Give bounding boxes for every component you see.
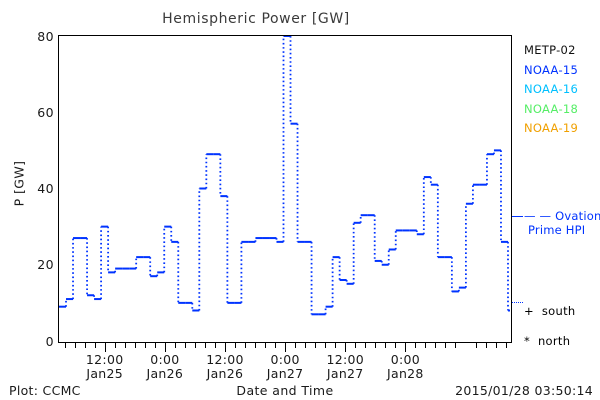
x-axis-tick-labels: 12:00 Jan25 0:00 Jan26 12:00 Jan26 0:00 Jan27 12… <box>0 353 600 385</box>
x-tick-minor <box>455 343 457 348</box>
x-tick-minor <box>435 343 437 348</box>
x-tick-major-2 <box>224 343 226 352</box>
x-tick-minor <box>84 343 86 348</box>
y-tick-label-80: 80 <box>37 28 54 44</box>
legend-marker-glyph-south: + <box>524 304 542 318</box>
x-tick-minor <box>365 343 367 348</box>
x-tick-minor <box>485 343 487 348</box>
x-tick-minor <box>275 343 277 348</box>
y-tick-label-60: 60 <box>37 104 54 120</box>
legend-ovation-line-2: Prime HPI <box>528 223 586 237</box>
y-tick-label-0: 0 <box>45 333 54 349</box>
x-tick-minor <box>375 343 377 348</box>
x-tick-minor <box>265 343 267 348</box>
x-tick-time-3: 0:00 <box>270 352 300 367</box>
x-tick-minor <box>415 343 417 348</box>
x-tick-major-3 <box>285 343 287 352</box>
x-tick-major-4 <box>345 343 347 352</box>
x-tick-label-5: 0:00 Jan28 <box>365 353 445 380</box>
x-tick-minor <box>214 343 216 348</box>
legend-ovation-prime-hpi: — — Ovation Prime HPI <box>524 209 600 237</box>
plot-credit: Plot: CCMC <box>9 383 81 398</box>
x-tick-minor <box>194 343 196 348</box>
x-tick-minor <box>425 343 427 348</box>
x-tick-major-5 <box>405 343 407 352</box>
x-tick-minor <box>124 343 126 348</box>
x-tick-time-4: 12:00 <box>326 352 364 367</box>
ovation-level-stub-upper <box>512 216 523 217</box>
x-tick-minor <box>295 343 297 348</box>
legend-item-noaa-16[interactable]: NOAA-16 <box>524 82 579 96</box>
legend-hemisphere-markers: + south * north <box>524 296 600 356</box>
x-tick-minor <box>325 343 327 348</box>
x-tick-time-5: 0:00 <box>390 352 420 367</box>
legend-satellites: METP-02 NOAA-15 NOAA-16 NOAA-18 NOAA-19 <box>524 41 600 139</box>
x-tick-major-1 <box>164 343 166 352</box>
legend-ovation-dash: — — <box>524 209 552 223</box>
x-tick-minor <box>245 343 246 348</box>
x-tick-time-1: 0:00 <box>150 352 180 367</box>
x-tick-label-2: 12:00 Jan26 <box>185 353 265 380</box>
x-tick-minor <box>154 343 156 348</box>
legend-item-metp-02[interactable]: METP-02 <box>524 43 576 57</box>
legend-marker-south[interactable]: + south <box>524 296 600 326</box>
x-tick-minor <box>385 343 387 348</box>
x-tick-date-4: Jan27 <box>326 365 364 381</box>
x-tick-time-2: 12:00 <box>206 352 244 367</box>
x-tick-minor <box>74 343 76 348</box>
x-tick-minor <box>315 343 317 348</box>
x-tick-minor <box>495 343 497 348</box>
legend-ovation-label-1: Ovation <box>555 209 600 223</box>
x-tick-label-4: 12:00 Jan27 <box>305 353 385 380</box>
plot-timestamp: 2015/01/28 03:50:14 <box>455 383 593 398</box>
plot-frame <box>58 35 512 343</box>
x-axis-label: Date and Time <box>236 383 334 398</box>
legend-marker-label-south: south <box>541 304 576 318</box>
x-tick-date-3: Jan27 <box>266 365 304 381</box>
x-tick-minor <box>255 343 257 348</box>
x-tick-minor <box>174 343 176 348</box>
x-tick-minor <box>445 343 447 348</box>
legend-marker-label-north: north <box>537 334 571 348</box>
x-tick-date-0: Jan25 <box>86 365 124 381</box>
x-tick-minor <box>114 343 116 348</box>
x-tick-minor <box>64 343 66 348</box>
page-title: Hemispheric Power [GW] <box>162 11 350 27</box>
x-tick-date-2: Jan26 <box>206 365 244 381</box>
x-tick-date-1: Jan26 <box>146 365 184 381</box>
x-tick-label-3: 0:00 Jan27 <box>245 353 325 380</box>
x-tick-minor <box>144 343 146 348</box>
legend-item-noaa-15[interactable]: NOAA-15 <box>524 62 579 77</box>
legend-marker-glyph-north: * <box>524 334 538 348</box>
y-tick-label-20: 20 <box>37 257 54 273</box>
legend-ovation-line-1: — — Ovation <box>524 209 600 223</box>
series-noaa-15-line <box>59 36 510 316</box>
x-tick-label-0: 12:00 Jan25 <box>65 353 145 380</box>
x-tick-minor <box>475 343 477 348</box>
x-tick-minor <box>395 343 397 348</box>
legend-item-noaa-18[interactable]: NOAA-18 <box>524 101 579 116</box>
x-tick-time-0: 12:00 <box>85 352 124 367</box>
x-axis-ticks <box>0 343 600 355</box>
x-tick-minor <box>234 343 236 348</box>
x-tick-major-0 <box>104 343 106 352</box>
x-tick-minor <box>505 343 507 348</box>
x-tick-label-1: 0:00 Jan26 <box>125 353 205 380</box>
legend-marker-north[interactable]: * north <box>524 326 600 356</box>
x-tick-minor <box>305 343 307 348</box>
ovation-level-stub-lower <box>512 302 523 303</box>
y-tick-label-40: 40 <box>37 181 54 197</box>
x-tick-minor <box>204 343 206 348</box>
x-tick-minor <box>335 343 337 348</box>
legend-item-noaa-19[interactable]: NOAA-19 <box>524 121 579 135</box>
x-tick-minor <box>94 343 96 348</box>
plot-area <box>59 36 511 342</box>
x-tick-date-5: Jan28 <box>387 365 424 381</box>
x-tick-minor <box>355 343 357 348</box>
x-tick-minor <box>134 343 136 348</box>
y-axis-tick-labels: 0 20 40 60 80 <box>6 0 54 400</box>
x-tick-minor <box>184 343 186 348</box>
